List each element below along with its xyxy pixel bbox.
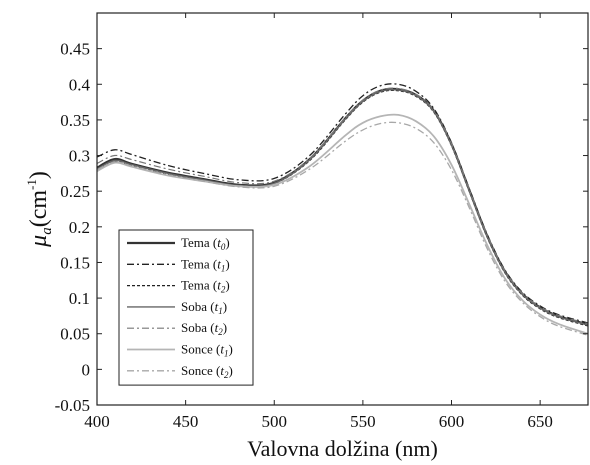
y-tick-label-1: 0 <box>82 360 91 379</box>
x-tick-label-1: 450 <box>173 412 199 431</box>
y-axis-unit: (cm <box>26 190 52 228</box>
legend-label-3: Soba (t1) <box>181 299 227 316</box>
series-line-1 <box>96 83 589 324</box>
legend-items: Tema (t0) Tema (t1) Tema (t2) Soba (t1) Soba… <box>127 235 233 380</box>
x-tick-label-3: 550 <box>350 412 376 431</box>
y-tick-label-10: 0.45 <box>60 40 90 59</box>
series-lines <box>96 83 589 336</box>
legend-label-6: Sonce (t2) <box>181 363 233 380</box>
y-tick-label-0: -0.05 <box>55 396 90 415</box>
y-tick-label-7: 0.3 <box>69 147 90 166</box>
x-tick-label-0: 400 <box>84 412 110 431</box>
y-tick-label-8: 0.35 <box>60 111 90 130</box>
y-axis-symbol: μ <box>26 235 52 248</box>
series-line-3 <box>96 88 589 326</box>
legend: Tema (t0) Tema (t1) Tema (t2) Soba (t1) Soba… <box>118 229 254 386</box>
y-axis-subscript: a <box>39 227 55 235</box>
legend-label-2: Tema (t2) <box>181 278 230 295</box>
axis-ticks: 400 450 500 550 600 650 -0.05 0 0.05 0.1 0.15 0.2 0.… <box>55 13 588 431</box>
series-line-4 <box>96 87 589 325</box>
legend-label-1: Tema (t1) <box>181 256 230 273</box>
y-axis-label: μa(cm-1) <box>24 171 55 248</box>
plot-frame <box>96 12 589 406</box>
y-tick-label-2: 0.05 <box>60 325 90 344</box>
y-tick-label-6: 0.25 <box>60 182 90 201</box>
y-axis-unit-exponent: -1 <box>24 179 39 190</box>
x-tick-label-2: 500 <box>262 412 288 431</box>
x-axis-label: Valovna dolžina (nm) <box>247 436 438 461</box>
x-tick-label-5: 650 <box>527 412 553 431</box>
y-tick-label-5: 0.2 <box>69 218 90 237</box>
y-tick-label-3: 0.1 <box>69 289 90 308</box>
legend-label-4: Soba (t2) <box>181 320 227 337</box>
series-line-6 <box>96 121 589 336</box>
x-tick-label-4: 600 <box>439 412 465 431</box>
y-axis-unit-close: ) <box>26 171 52 179</box>
legend-label-5: Sonce (t1) <box>181 342 233 359</box>
legend-label-0: Tema (t0) <box>181 235 230 252</box>
y-tick-label-4: 0.15 <box>60 253 90 272</box>
y-tick-label-9: 0.4 <box>69 75 91 94</box>
